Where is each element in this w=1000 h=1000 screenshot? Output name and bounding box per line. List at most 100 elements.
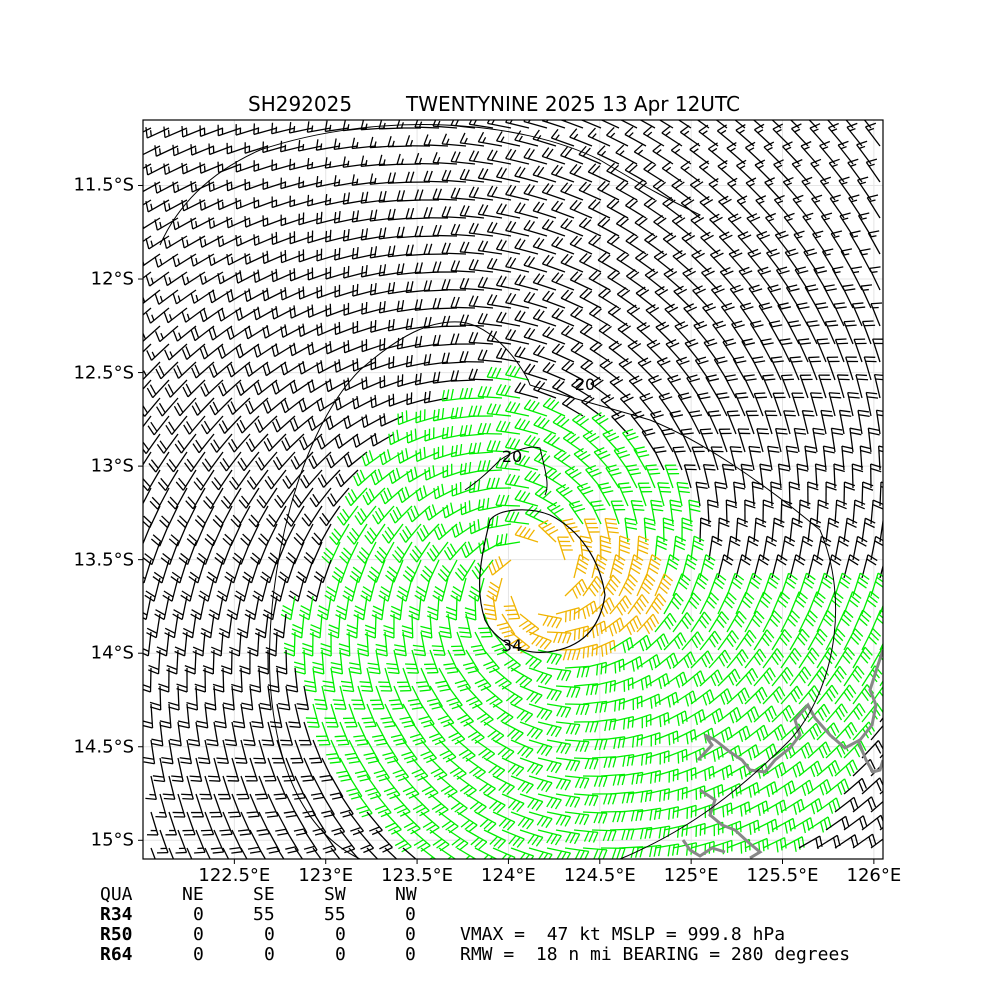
wind-barb — [825, 517, 840, 543]
wind-barb — [392, 541, 413, 564]
wind-barb — [675, 356, 692, 381]
wind-barb — [468, 186, 494, 201]
wind-barb — [208, 289, 233, 304]
wind-barb — [236, 775, 250, 800]
wind-barb — [617, 482, 633, 507]
wind-barb — [652, 179, 674, 201]
wind-barb — [423, 134, 449, 147]
wind-barb — [216, 577, 233, 602]
wind-barb — [665, 339, 683, 363]
wind-barb — [397, 374, 422, 388]
wind-barb — [168, 523, 188, 547]
wind-barb — [468, 150, 494, 165]
wind-barb — [363, 739, 380, 764]
wind-barb — [190, 181, 215, 193]
wind-barb — [837, 140, 854, 165]
wind-barb — [514, 454, 539, 471]
lon-tick-label: 124°E — [481, 865, 536, 886]
wind-barb — [143, 343, 152, 353]
wind-barb — [256, 487, 278, 509]
wind-barb — [680, 160, 701, 183]
wind-barb — [415, 409, 440, 424]
wind-barb — [533, 451, 557, 471]
wind-barb — [865, 158, 881, 183]
wind-barb — [378, 300, 404, 314]
wind-barb — [634, 215, 656, 237]
wind-barb — [501, 721, 524, 742]
wind-barb — [280, 140, 305, 153]
wind-barb — [486, 294, 512, 309]
wind-barb — [852, 646, 873, 669]
wind-barb — [388, 467, 413, 485]
wind-barb — [654, 573, 674, 597]
wind-barb — [450, 443, 476, 458]
wind-barb — [672, 728, 697, 745]
wind-barb — [690, 214, 710, 237]
wind-barb — [258, 523, 278, 547]
wind-barb — [255, 775, 269, 800]
wind-barb — [645, 303, 665, 327]
wind-barb — [774, 427, 788, 453]
wind-barb — [271, 379, 296, 395]
wind-barb — [698, 124, 719, 147]
wind-barb — [772, 123, 791, 147]
wind-barb — [560, 289, 584, 309]
wind-barb — [879, 518, 883, 543]
wind-barb — [710, 284, 728, 309]
wind-barb — [396, 336, 422, 350]
wind-barb — [528, 775, 553, 793]
wind-barb — [154, 325, 179, 343]
wind-barb — [653, 214, 674, 237]
wind-barb — [477, 204, 503, 219]
wind-barb — [459, 168, 485, 183]
wind-barb — [816, 499, 829, 525]
wind-barb — [581, 394, 602, 417]
wind-barb — [353, 721, 369, 746]
wind-barb — [143, 559, 152, 584]
wind-barb — [816, 684, 839, 705]
wind-barb — [828, 392, 842, 417]
wind-barb — [477, 312, 503, 327]
wind-barb — [725, 499, 738, 525]
wind-barb — [459, 205, 485, 219]
wind-barb — [429, 721, 446, 746]
wind-barb — [316, 211, 341, 225]
wind-barb — [741, 338, 756, 363]
wind-barb — [380, 487, 404, 505]
contour-label: 20 — [575, 375, 595, 394]
wind-barb — [289, 231, 314, 245]
wind-barb — [756, 230, 773, 255]
wind-barb — [618, 357, 638, 381]
wind-barb — [216, 739, 230, 765]
wind-barb — [310, 775, 325, 800]
wind-barb — [726, 572, 745, 597]
wind-barb — [616, 287, 638, 309]
wind-barb — [618, 655, 643, 672]
wind-barb — [468, 259, 494, 273]
wind-barb — [846, 122, 863, 147]
wind-barb — [843, 703, 866, 723]
wind-barb — [249, 667, 262, 693]
wind-barb — [532, 344, 557, 363]
wind-barb — [765, 212, 782, 237]
wind-barb — [672, 690, 697, 707]
wind-barb — [514, 310, 539, 327]
wind-barb — [872, 338, 883, 363]
wind-barb — [295, 559, 314, 584]
wind-barb — [405, 354, 431, 368]
wind-barb — [409, 721, 427, 746]
wind-barb — [465, 721, 485, 744]
wind-barb — [768, 320, 783, 345]
wind-barb — [590, 376, 611, 399]
wind-barb — [297, 139, 323, 152]
wind-barb — [262, 178, 287, 190]
wind-barb — [199, 307, 224, 323]
lon-tick-label: 124.5°E — [563, 865, 636, 886]
wind-barb — [313, 559, 332, 584]
wind-barb — [424, 465, 449, 481]
table-header-qua: QUA — [100, 884, 133, 905]
wind-barb — [175, 829, 188, 854]
wind-barb — [744, 648, 767, 669]
wind-barb — [431, 631, 446, 656]
wind-barb — [330, 847, 341, 859]
